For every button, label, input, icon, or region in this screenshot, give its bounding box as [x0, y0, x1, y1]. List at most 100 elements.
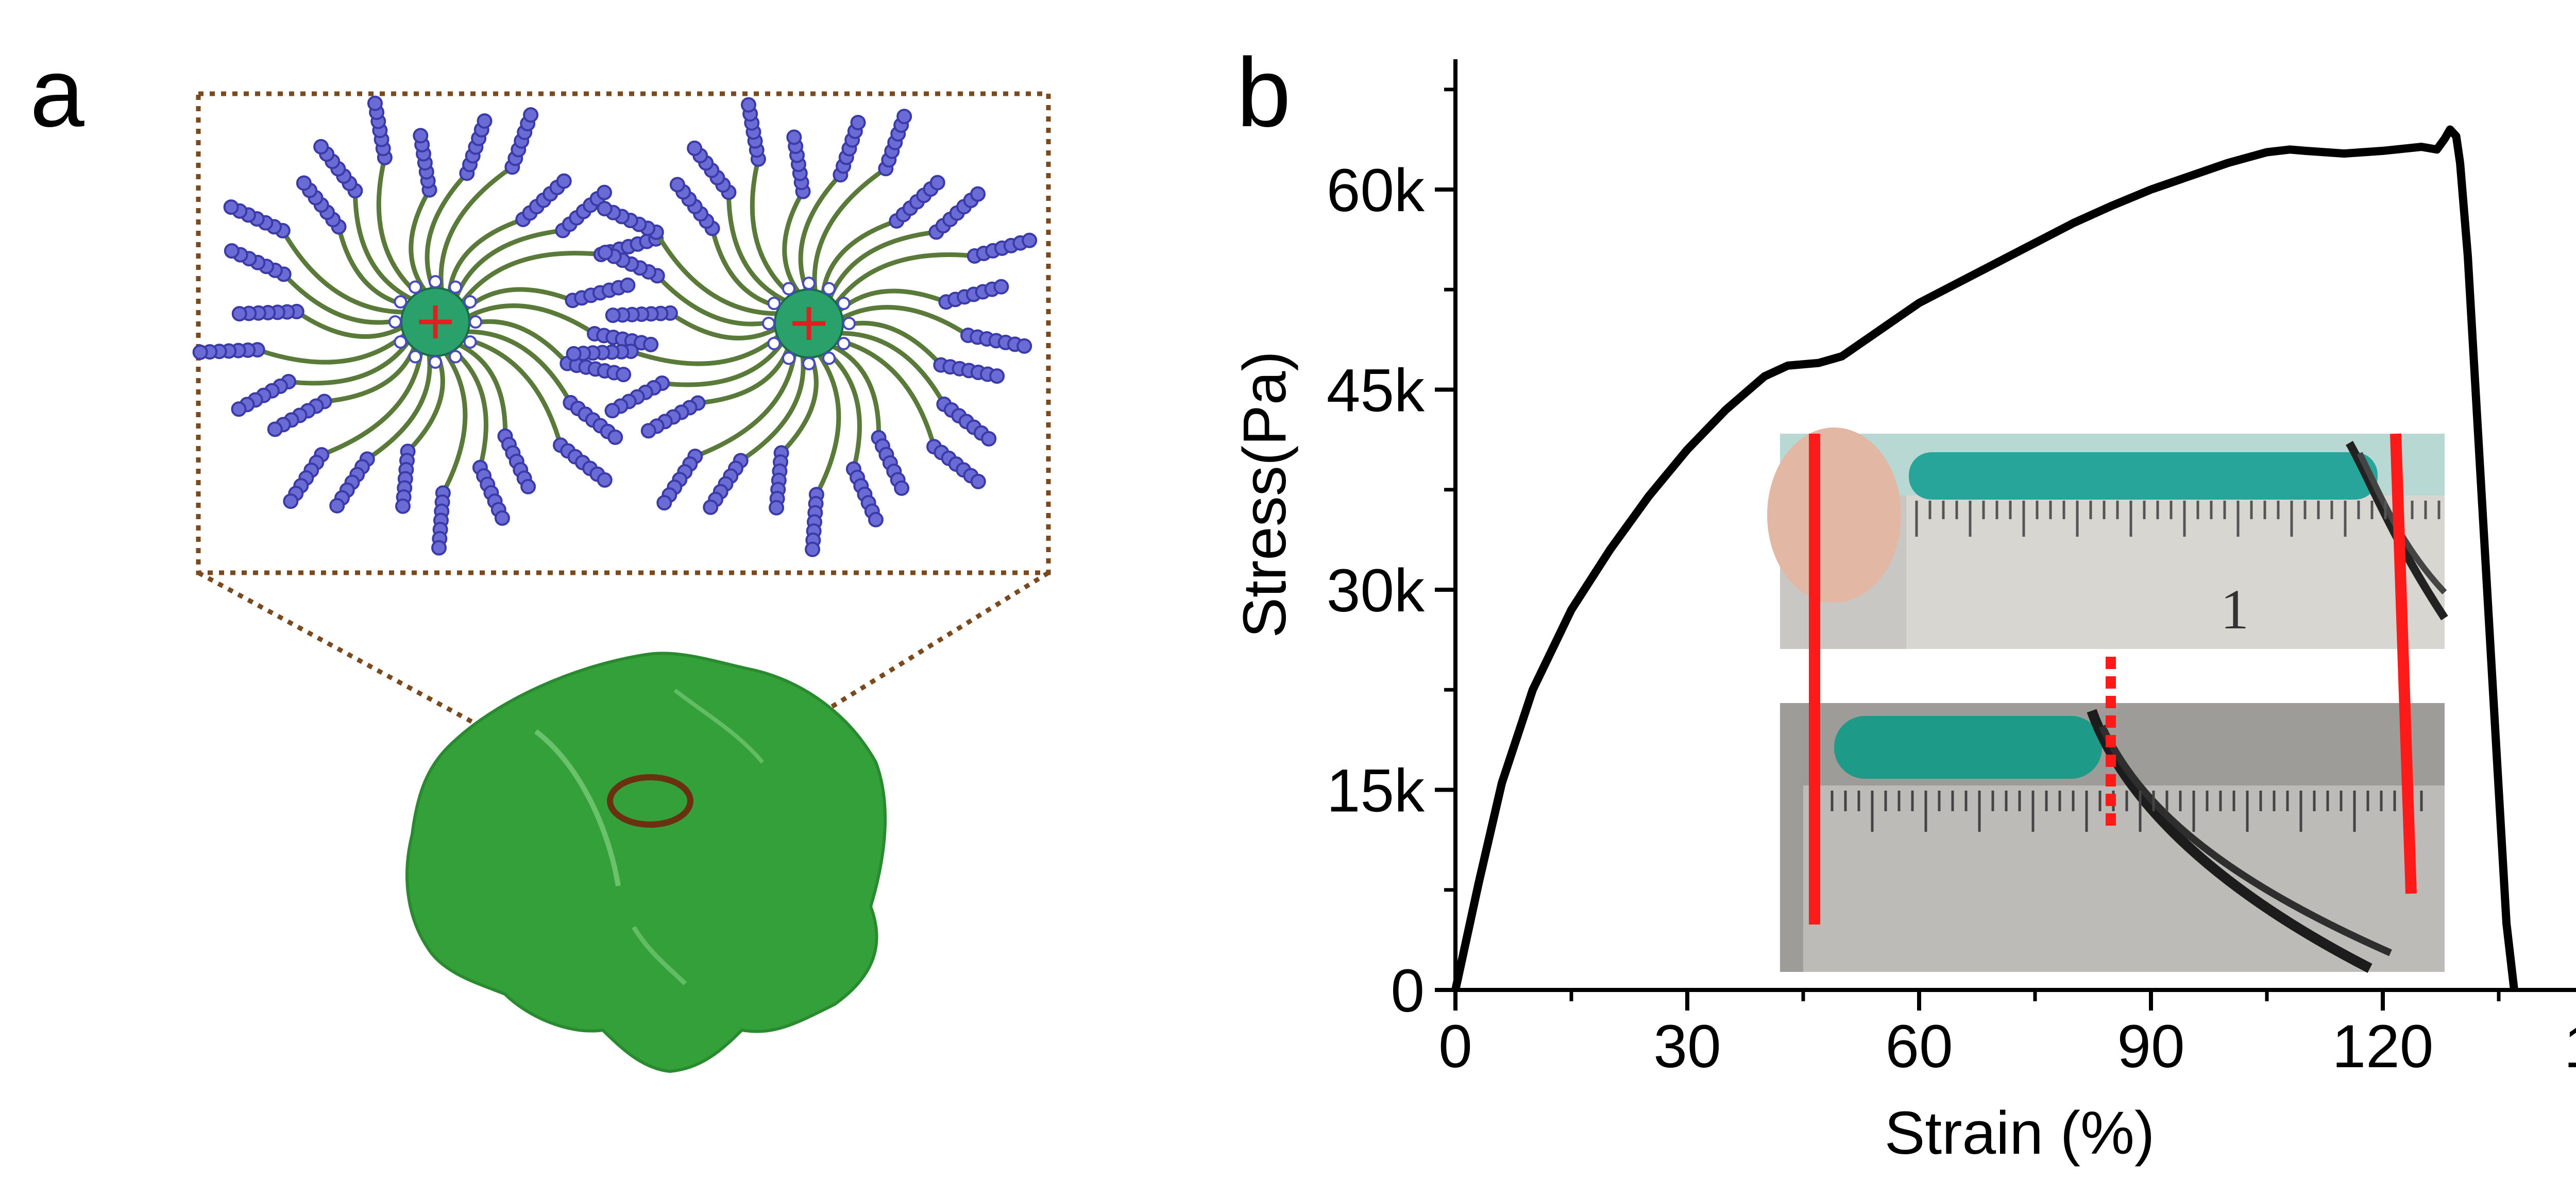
- linker-ring: [767, 297, 781, 310]
- polymer-bead: [431, 540, 447, 556]
- linker-ring: [802, 357, 816, 370]
- polymer-bead: [597, 184, 613, 200]
- polymer-chain: [352, 191, 416, 303]
- inset-gel-stretched: [1909, 452, 2378, 500]
- polymer-chain: [822, 347, 862, 470]
- polymer-chain: [832, 252, 975, 308]
- polymer-bead: [970, 186, 986, 202]
- inset-marker-end: [2390, 433, 2417, 894]
- inset-finger: [1767, 427, 1901, 603]
- linker-ring: [837, 297, 851, 310]
- y-tick-label: 45k: [1327, 357, 1425, 425]
- polymer-bead: [395, 498, 411, 514]
- polymer-bead: [523, 107, 539, 123]
- polymer-chain: [440, 349, 468, 494]
- linker-ring: [802, 277, 816, 290]
- polymer-bead: [566, 346, 582, 362]
- polymer-bead: [640, 423, 656, 439]
- axis-tick-labels: 0 30 60 90 120 150 0 15k 30k 45k 60k: [1327, 157, 2576, 1081]
- polymer-bead: [643, 336, 659, 352]
- polymer-bead: [687, 140, 703, 156]
- polymer-bead: [894, 480, 910, 496]
- polymer-bead: [231, 401, 247, 417]
- polymer-chain: [449, 346, 488, 468]
- stress-strain-chart: 1 0306090120150015k30k45k60k Strain (%) …: [1231, 59, 2576, 1167]
- polymer-bead: [494, 510, 510, 526]
- polymer-chain: [280, 229, 406, 315]
- linker-ring: [463, 295, 477, 309]
- linker-ring: [822, 351, 836, 365]
- polymer-chain: [726, 192, 789, 304]
- polymer-chain: [654, 231, 780, 316]
- inset-ruler-top: [1906, 495, 2445, 649]
- polymer-bead: [367, 95, 383, 111]
- linker-ring: [409, 350, 422, 364]
- linker-ring: [782, 282, 795, 296]
- polymer-chain: [438, 165, 514, 294]
- polymer-bead: [224, 243, 240, 259]
- polymer-bead: [740, 97, 756, 113]
- polymer-chain: [826, 230, 937, 302]
- polymer-chain: [257, 331, 409, 365]
- polymer-bead: [597, 201, 613, 217]
- polymer-chain: [366, 350, 432, 461]
- linker-ring: [429, 355, 442, 369]
- axis-ticks: [1435, 88, 2501, 1011]
- schematic-panel: [192, 91, 1051, 1073]
- polymer-chain: [376, 157, 422, 298]
- polymer-bead: [616, 367, 632, 383]
- polymer-bead: [231, 306, 247, 322]
- polymer-chain: [750, 158, 795, 300]
- polymer-bead: [192, 344, 208, 360]
- linker-ring: [822, 282, 836, 296]
- linker-ring: [463, 335, 477, 349]
- linker-ring: [394, 295, 408, 309]
- polymer-chain: [828, 343, 882, 438]
- polymer-bead: [1016, 338, 1032, 354]
- linker-ring: [782, 351, 795, 365]
- film-highlight: [534, 729, 621, 886]
- polymer-chain: [662, 339, 786, 387]
- micelle-right: [566, 97, 1038, 557]
- polymer-bead: [786, 129, 802, 145]
- inset-ruler-number: 1: [2221, 578, 2249, 641]
- y-axis-label: Stress(Pa): [1231, 351, 1299, 638]
- linker-ring: [449, 280, 462, 294]
- polymer-chain: [739, 351, 806, 463]
- x-axis-label: Strain (%): [1885, 1099, 2155, 1167]
- polymer-chain: [465, 303, 596, 336]
- polymer-bead: [597, 472, 613, 488]
- polymer-chain: [694, 349, 798, 459]
- polymer-chain: [464, 329, 573, 404]
- x-tick-label: 30: [1653, 1013, 1721, 1081]
- polymer-bead: [970, 473, 986, 489]
- polymer-chain: [838, 305, 970, 337]
- polymer-bead: [850, 114, 866, 130]
- y-tick-label: 30k: [1327, 557, 1425, 625]
- polymer-chain: [295, 310, 406, 339]
- linker-ring: [762, 317, 775, 330]
- polymer-bead: [769, 500, 785, 516]
- x-tick-label: 0: [1438, 1013, 1472, 1081]
- polymer-micelles: [192, 95, 1038, 557]
- x-tick-label: 90: [2117, 1013, 2184, 1081]
- polymer-bead: [669, 177, 685, 193]
- linker-ring: [469, 315, 482, 329]
- inset-tweezer-bottom-2: [2098, 725, 2392, 956]
- x-tick-label: 120: [2332, 1013, 2434, 1081]
- polymer-chain: [453, 228, 563, 301]
- polymer-chain: [455, 341, 508, 436]
- polymer-chain: [798, 173, 842, 295]
- film-highlight-2: [673, 688, 765, 764]
- linker-ring: [409, 280, 422, 294]
- linker-ring: [449, 350, 462, 364]
- micelle-left: [192, 95, 664, 556]
- polymer-chain: [320, 348, 424, 457]
- polymer-bead: [313, 139, 329, 155]
- linker-ring: [837, 337, 851, 350]
- panel-label-a: a: [30, 38, 84, 147]
- linker-ring: [767, 337, 781, 350]
- inset-ruler-ticks: [1817, 501, 2441, 832]
- y-tick-label: 60k: [1327, 157, 1425, 225]
- polymer-bead: [805, 541, 821, 557]
